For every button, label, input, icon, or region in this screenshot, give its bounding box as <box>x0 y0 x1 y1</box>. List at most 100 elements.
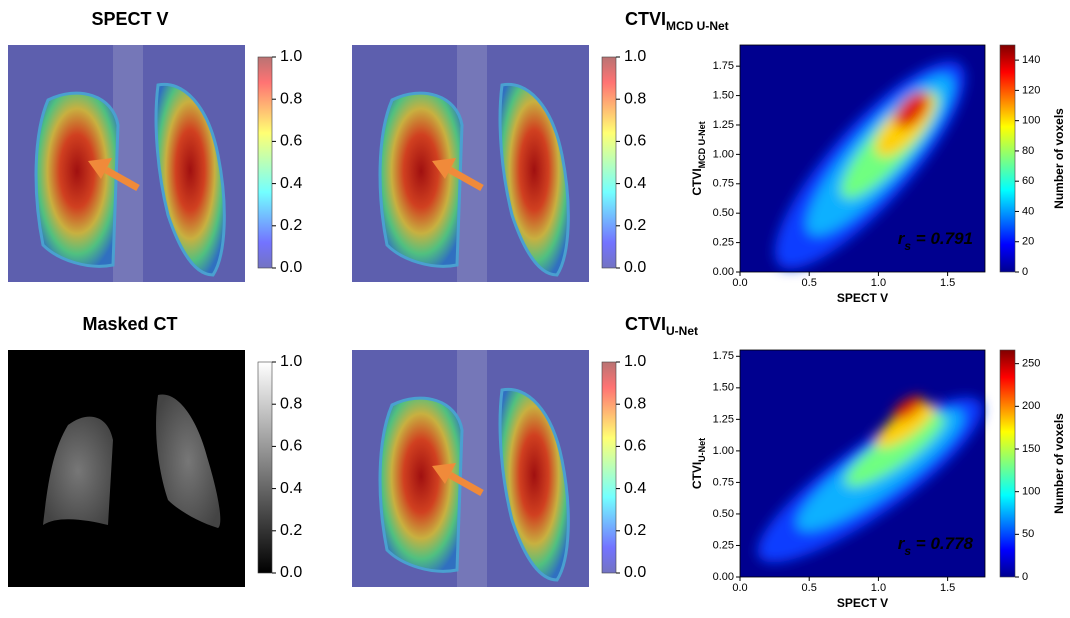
panel-title-main: CTVI <box>625 9 666 29</box>
plot-frame <box>739 44 986 273</box>
x-tick-label: 0.5 <box>802 277 817 289</box>
density-blob <box>894 91 930 129</box>
x-axis-label: SPECT V <box>837 596 888 610</box>
colorbar-tick-label: 0.4 <box>280 175 302 192</box>
colorbar <box>601 56 617 269</box>
lung <box>378 91 464 268</box>
colorbar-tick-label: 250 <box>1022 358 1040 370</box>
colorbar-tick-label: 0 <box>1022 266 1028 278</box>
y-tick-label: 0.00 <box>713 571 734 583</box>
lung <box>378 396 464 573</box>
colorbar-tick-label: 120 <box>1022 84 1040 96</box>
y-tick-label: 1.75 <box>713 350 734 362</box>
arrow <box>104 166 140 192</box>
plot-frame <box>739 349 986 578</box>
colorbar-label: Number of voxels <box>1052 413 1066 514</box>
x-tick-label: 1.5 <box>940 582 955 594</box>
colorbar-tick-label: 0.6 <box>624 133 646 150</box>
colorbar <box>257 361 273 574</box>
arrow-head <box>432 158 456 179</box>
annotation: rs = 0.778 <box>898 534 974 558</box>
density-blob <box>845 413 945 487</box>
density-blob <box>892 395 924 421</box>
colorbar-tick-label: 0.4 <box>280 480 302 497</box>
y-tick-label: 0.25 <box>713 237 734 249</box>
colorbar-tick-label: 0.8 <box>280 395 302 412</box>
colorbar-tick-label: 20 <box>1022 236 1034 248</box>
y-tick-label: 1.25 <box>713 413 734 425</box>
colorbar-tick-label: 0.0 <box>624 564 646 581</box>
x-tick-label: 0.0 <box>732 582 747 594</box>
lung <box>43 416 113 525</box>
y-axis-label-sub: MCD U-Net <box>697 121 707 168</box>
colorbar-tick-label: 0.8 <box>280 90 302 107</box>
annotation-main: r <box>898 534 906 553</box>
panel-title-sub: U-Net <box>666 324 698 338</box>
arrow <box>448 471 484 497</box>
colorbar-tick-label: 150 <box>1022 443 1040 455</box>
colorbar-tick-label: 1.0 <box>624 48 646 65</box>
y-tick-label: 1.00 <box>713 148 734 160</box>
anatomy <box>378 45 570 282</box>
colorbar-tick-label: 1.0 <box>280 353 302 370</box>
panel-title: SPECT V <box>91 9 168 29</box>
colorbar-tick-label: 0.6 <box>280 438 302 455</box>
lung <box>498 82 570 277</box>
y-axis-label: CTVIMCD U-Net <box>690 121 707 195</box>
colorbar-tick-label: 0.6 <box>624 438 646 455</box>
x-tick-label: 1.5 <box>940 277 955 289</box>
x-tick-label: 1.0 <box>871 277 886 289</box>
colorbar-tick-label: 0.0 <box>280 564 302 581</box>
y-tick-label: 1.50 <box>713 382 734 394</box>
panel-title: CTVIU-Net <box>625 314 698 338</box>
colorbar-tick-label: 0.2 <box>624 217 646 234</box>
y-tick-label: 0.50 <box>713 207 734 219</box>
colorbar-tick-label: 1.0 <box>624 353 646 370</box>
colorbar-tick-label: 80 <box>1022 145 1034 157</box>
colorbar-tick-label: 140 <box>1022 54 1040 66</box>
colorbar <box>257 56 273 269</box>
y-axis-label-main: CTVI <box>690 168 704 195</box>
colorbar-tick-label: 0.4 <box>624 175 646 192</box>
lung <box>156 394 221 528</box>
lung <box>154 82 226 277</box>
annotation-sub: s <box>904 239 911 253</box>
anatomy <box>34 45 226 282</box>
colorbar-tick-label: 0 <box>1022 571 1028 583</box>
y-tick-label: 0.50 <box>713 508 734 520</box>
colorbar <box>601 361 617 574</box>
x-tick-label: 0.5 <box>802 582 817 594</box>
annotation-rest: = 0.778 <box>911 534 973 553</box>
arrow-head <box>432 463 456 484</box>
anatomy <box>378 350 570 587</box>
colorbar-tick-label: 0.2 <box>280 522 302 539</box>
density <box>774 61 966 269</box>
y-tick-label: 0.75 <box>713 178 734 190</box>
y-tick-label: 1.50 <box>713 89 734 101</box>
y-tick-label: 0.25 <box>713 539 734 551</box>
colorbar-tick-label: 0.8 <box>624 90 646 107</box>
colorbar-tick-label: 0.2 <box>624 522 646 539</box>
panel-title: Masked CT <box>82 314 177 334</box>
density-blob <box>875 402 935 448</box>
lung <box>498 387 570 582</box>
y-tick-label: 1.00 <box>713 445 734 457</box>
colorbar-tick-label: 50 <box>1022 528 1034 540</box>
y-tick-label: 1.25 <box>713 119 734 131</box>
colorbar-tick-label: 100 <box>1022 486 1040 498</box>
colorbar-tick-label: 0.0 <box>624 259 646 276</box>
anatomy <box>43 394 221 528</box>
density <box>757 395 983 563</box>
x-tick-label: 0.0 <box>732 277 747 289</box>
colorbar-tick-label: 0.6 <box>280 133 302 150</box>
lung <box>34 91 120 268</box>
y-tick-label: 1.75 <box>713 60 734 72</box>
panel-title: CTVIMCD U-Net <box>625 9 729 33</box>
colorbar-tick-label: 100 <box>1022 115 1040 127</box>
arrow <box>448 166 484 192</box>
y-tick-label: 0.00 <box>713 266 734 278</box>
colorbar-tick-label: 60 <box>1022 175 1034 187</box>
x-axis-label: SPECT V <box>837 291 888 305</box>
colorbar-tick-label: 200 <box>1022 400 1040 412</box>
